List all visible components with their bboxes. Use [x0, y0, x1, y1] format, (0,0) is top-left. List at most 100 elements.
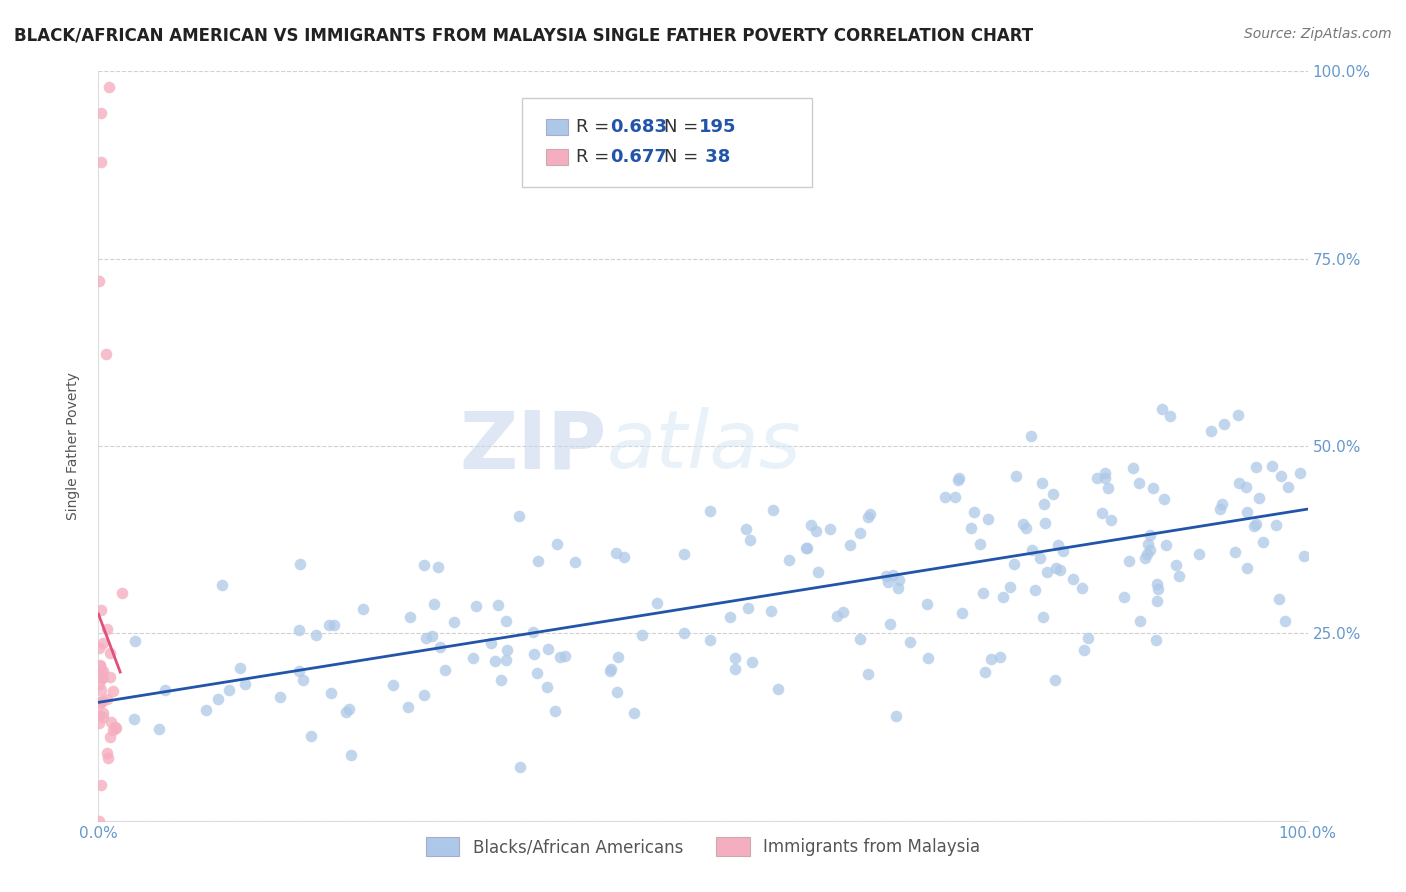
Legend: Blacks/African Americans, Immigrants from Malaysia: Blacks/African Americans, Immigrants fro… [418, 829, 988, 864]
Point [1267, 592, 1289, 607]
Point [1292, 549, 1315, 563]
Point [461, 650, 484, 665]
Point [90, 778, 112, 792]
Point [1251, 535, 1274, 549]
Point [1146, 576, 1168, 591]
Point [1199, 424, 1222, 438]
Point [122, 712, 145, 726]
Text: N =: N = [664, 118, 704, 136]
Point [1043, 673, 1066, 688]
Point [352, 602, 374, 616]
Point [554, 648, 576, 663]
Point [960, 521, 983, 535]
Point [288, 623, 311, 637]
Point [91, 664, 114, 678]
Point [90, 695, 112, 709]
Point [548, 649, 571, 664]
Point [288, 664, 311, 678]
Point [104, 720, 127, 734]
Point [321, 686, 343, 700]
Point [807, 565, 830, 579]
Point [948, 471, 970, 485]
Point [1137, 537, 1160, 551]
Point [886, 709, 908, 723]
Point [420, 629, 443, 643]
Point [90, 693, 112, 707]
Text: ZIP: ZIP [458, 407, 606, 485]
Point [1261, 459, 1284, 474]
Point [1226, 408, 1249, 422]
Point [305, 627, 328, 641]
Point [1223, 545, 1246, 559]
Bar [546, 149, 568, 165]
Point [429, 640, 451, 654]
Bar [546, 119, 568, 135]
Point [740, 533, 762, 547]
Point [1099, 513, 1122, 527]
Point [1146, 593, 1168, 607]
Point [91, 710, 114, 724]
Point [87, 814, 110, 828]
Point [415, 632, 437, 646]
Point [1188, 547, 1211, 561]
Point [1167, 568, 1189, 582]
Point [1246, 460, 1268, 475]
Point [737, 601, 759, 615]
Point [1234, 480, 1257, 494]
Point [479, 636, 502, 650]
Point [91, 671, 114, 685]
Point [97, 751, 120, 765]
Point [1024, 582, 1046, 597]
Point [988, 650, 1011, 665]
Point [613, 550, 636, 565]
Text: 38: 38 [699, 148, 731, 166]
Point [103, 723, 125, 737]
Point [1122, 461, 1144, 475]
Point [839, 538, 862, 552]
Point [718, 610, 741, 624]
Point [89, 657, 111, 672]
Point [544, 704, 567, 718]
Point [211, 578, 233, 592]
Point [796, 541, 818, 556]
Text: N =: N = [664, 148, 704, 166]
Point [1112, 590, 1135, 604]
Point [89, 696, 111, 710]
Point [1073, 643, 1095, 657]
Text: Source: ZipAtlas.com: Source: ZipAtlas.com [1244, 27, 1392, 41]
Point [1244, 516, 1267, 531]
Point [413, 558, 436, 573]
Point [1128, 476, 1150, 491]
Point [1159, 409, 1181, 423]
Point [825, 608, 848, 623]
Point [96, 692, 118, 706]
Point [495, 615, 517, 629]
Point [806, 524, 828, 538]
Point [1094, 471, 1116, 485]
Text: 0.683: 0.683 [610, 118, 666, 136]
Point [537, 642, 560, 657]
Point [1032, 610, 1054, 624]
Point [972, 586, 994, 600]
Point [218, 682, 240, 697]
Point [299, 729, 322, 743]
Point [148, 723, 170, 737]
Point [993, 591, 1015, 605]
Point [318, 618, 340, 632]
Point [87, 707, 110, 722]
Point [98, 730, 121, 744]
Point [1142, 482, 1164, 496]
Point [950, 606, 973, 620]
Point [91, 706, 114, 720]
Point [1236, 505, 1258, 519]
Point [1118, 554, 1140, 568]
Point [104, 721, 127, 735]
Point [96, 746, 118, 760]
Point [100, 715, 122, 730]
Point [724, 662, 747, 676]
Point [233, 677, 256, 691]
Point [1094, 466, 1116, 480]
Point [1139, 527, 1161, 541]
Point [1045, 560, 1067, 574]
Point [1274, 614, 1296, 628]
